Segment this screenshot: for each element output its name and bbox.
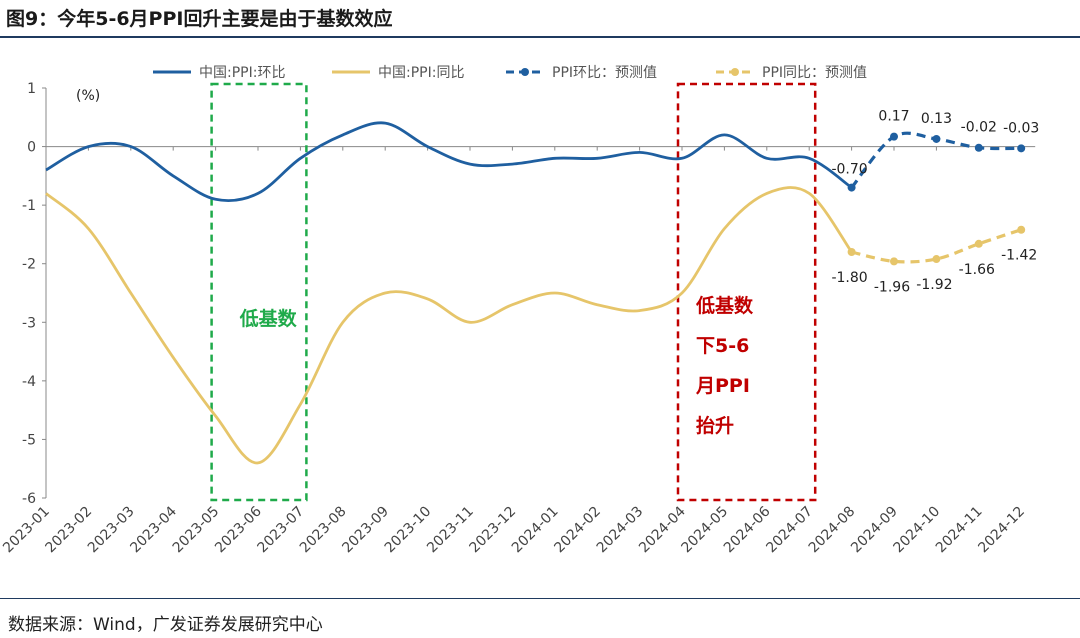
x-tick-label: 2024-12 [975, 504, 1028, 557]
data-point [890, 132, 898, 141]
data-point [847, 248, 856, 256]
legend-label-2: PPI环比：预测值 [552, 65, 657, 81]
data-label-yoy: -1.42 [1001, 248, 1037, 264]
annotation-text-red: 低基数 [695, 294, 754, 317]
annotation-text-green: 低基数 [239, 307, 298, 330]
data-label-mom: -0.02 [961, 120, 997, 136]
y-axis: 1 0 -1 -2 -3 -4 -5 -6 [22, 81, 47, 507]
data-label-mom: 0.13 [921, 111, 952, 127]
annotation-text-red: 抬升 [696, 414, 734, 437]
series-line-0 [45, 121, 853, 202]
y-tick-label: -5 [22, 432, 36, 448]
title-rule [0, 36, 1080, 38]
legend-label-3: PPI同比：预测值 [762, 65, 867, 81]
x-axis: 2023-012023-022023-032023-042023-052023-… [0, 146, 1036, 557]
legend-label-0: 中国:PPI:环比 [199, 65, 285, 81]
series-points [847, 132, 1026, 266]
source-rule [0, 598, 1080, 599]
y-tick-label: 0 [27, 140, 36, 156]
source-note: 数据来源：Wind，广发证券发展研究中心 [8, 615, 323, 635]
chart-title: 图9：今年5-6月PPI回升主要是由于基数效应 [6, 8, 393, 30]
data-point [847, 183, 856, 192]
data-point [932, 134, 941, 143]
y-tick-label: -1 [22, 198, 36, 214]
data-point [1017, 225, 1026, 234]
legend: 中国:PPI:环比 中国:PPI:同比 PPI环比：预测值 PPI同比：预测值 [153, 65, 867, 81]
data-label-yoy: -1.66 [959, 262, 995, 278]
data-label-yoy: -1.80 [831, 270, 867, 286]
data-point [932, 255, 941, 264]
data-label-mom: -0.03 [1003, 120, 1039, 136]
legend-marker [521, 68, 529, 76]
y-tick-label: -3 [22, 315, 36, 331]
data-label-mom: 0.17 [878, 109, 909, 125]
unit-label: (%) [76, 88, 100, 104]
legend-label-1: 中国:PPI:同比 [378, 65, 464, 81]
y-tick-label: -2 [22, 257, 36, 273]
data-point [974, 239, 983, 248]
series-line-1 [45, 186, 853, 465]
y-tick-label: -4 [22, 374, 36, 390]
data-labels: -0.70 0.17 0.13 -0.02 -0.03 -1.80 -1.96 -1.92 -1… [831, 109, 1039, 296]
data-point [1017, 144, 1026, 153]
legend-marker [731, 68, 739, 76]
data-point [890, 257, 898, 266]
annotation-text-red: 下5-6 [696, 335, 749, 357]
data-label-mom: -0.70 [831, 162, 867, 178]
data-label-yoy: -1.92 [916, 277, 952, 293]
annotation-box-green [210, 82, 308, 502]
ppi-line-chart: 1 0 -1 -2 -3 -4 -5 -6 2023-012023-022023-032023… [0, 65, 1039, 557]
y-tick-label: 1 [27, 81, 36, 97]
y-tick-label: -6 [22, 491, 36, 507]
data-label-yoy: -1.96 [874, 279, 910, 295]
data-point [974, 143, 983, 152]
annotation-text-red: 月PPI [695, 375, 750, 397]
